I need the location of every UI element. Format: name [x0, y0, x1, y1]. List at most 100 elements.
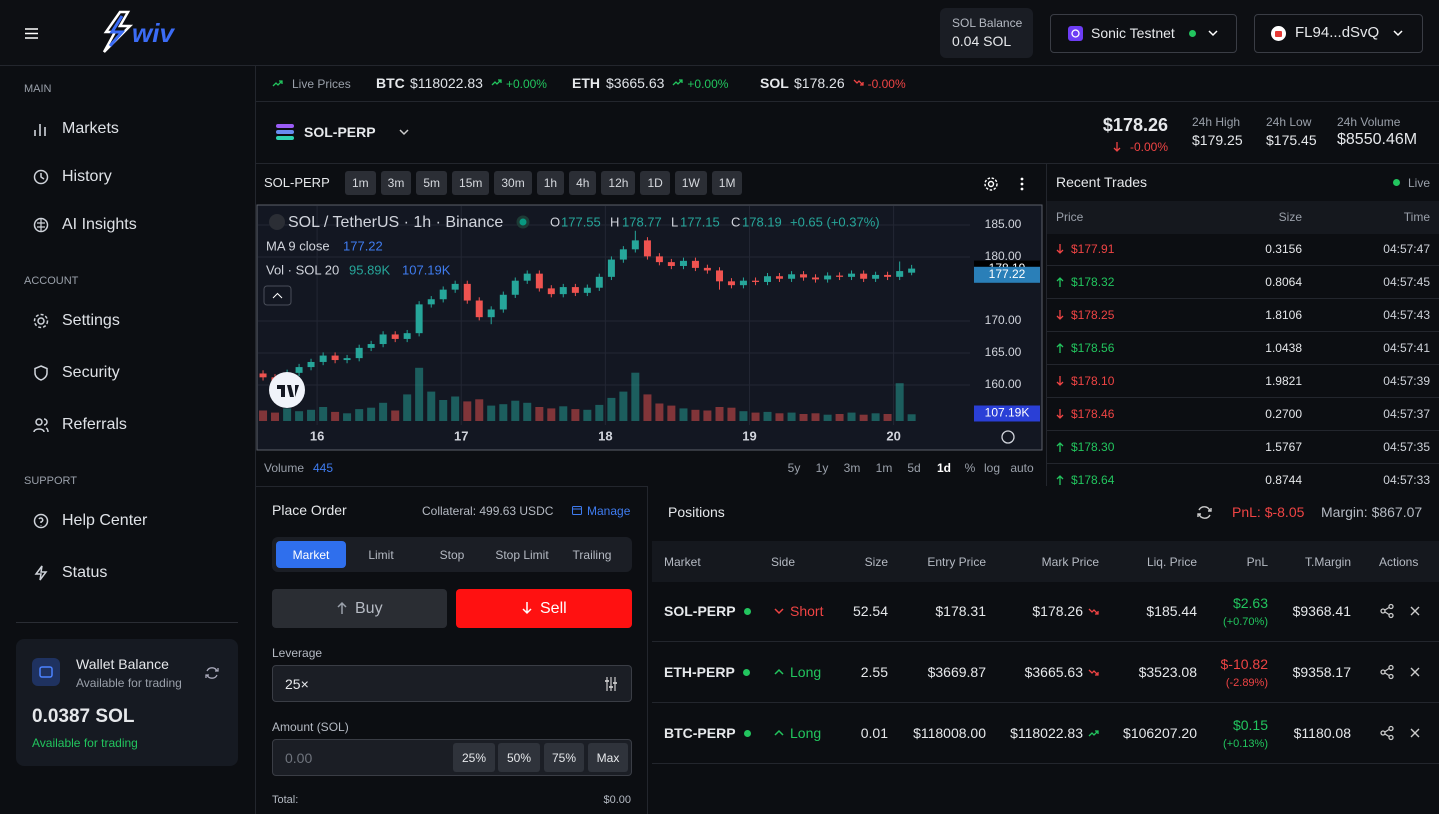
- position-share[interactable]: [1380, 603, 1394, 619]
- position-liq: $106207.20: [1123, 725, 1197, 741]
- order-tab[interactable]: Trailing: [572, 548, 612, 562]
- sell-button[interactable]: [456, 589, 632, 628]
- interval-button[interactable]: 4h: [569, 171, 597, 195]
- interval-label[interactable]: 30m: [501, 176, 525, 190]
- interval-button[interactable]: 1m: [345, 171, 376, 195]
- position-close[interactable]: [1410, 728, 1420, 738]
- quick-amount-button[interactable]: [498, 743, 540, 772]
- range-button[interactable]: 5y: [787, 461, 801, 475]
- position-share[interactable]: [1380, 725, 1394, 741]
- position-close[interactable]: [1410, 667, 1420, 677]
- quick-amount-label[interactable]: 50%: [506, 751, 532, 765]
- order-tab-active[interactable]: [276, 541, 346, 568]
- quick-amount-button[interactable]: [588, 743, 628, 772]
- position-share[interactable]: [1380, 664, 1394, 680]
- candle-body: [619, 249, 627, 260]
- range-button[interactable]: 1y: [815, 461, 829, 475]
- sidebar-item-label[interactable]: Referrals: [62, 416, 127, 433]
- quick-amount-button[interactable]: [453, 743, 495, 772]
- interval-button[interactable]: 15m: [452, 171, 490, 195]
- sidebar-item-label[interactable]: Help Center: [62, 512, 148, 529]
- interval-label[interactable]: 1W: [681, 176, 700, 190]
- price-chart: 160.00 165.00 170.00 180.00 185.00 16 17 18 19 20…: [256, 204, 1043, 451]
- icon-part: [32, 658, 60, 686]
- order-tab[interactable]: Stop Limit: [495, 548, 549, 562]
- stat-label: 24h Low: [1266, 115, 1312, 129]
- icon-part: [853, 79, 864, 86]
- order-tab[interactable]: Limit: [368, 548, 394, 562]
- sidebar-item[interactable]: [16, 157, 238, 197]
- quick-amount-button[interactable]: [544, 743, 584, 772]
- interval-button[interactable]: 1D: [640, 171, 670, 195]
- interval-button[interactable]: 1W: [674, 171, 707, 195]
- interval-button[interactable]: 1h: [536, 171, 565, 195]
- trades-row-divider: [1047, 463, 1439, 464]
- wallet-refresh[interactable]: [205, 666, 219, 680]
- quick-amount-label[interactable]: 25%: [461, 751, 487, 765]
- sidebar-item[interactable]: [16, 405, 238, 445]
- positions-refresh[interactable]: [1197, 505, 1212, 520]
- quick-amount-label[interactable]: Max: [596, 751, 620, 765]
- range-button[interactable]: 3m: [843, 461, 861, 475]
- candle-body: [307, 361, 315, 368]
- interval-label[interactable]: 3m: [387, 176, 405, 190]
- interval-button[interactable]: 12h: [601, 171, 636, 195]
- sidebar-item-label[interactable]: AI Insights: [62, 216, 137, 233]
- interval-label[interactable]: 1D: [647, 176, 663, 190]
- interval-label[interactable]: 4h: [576, 176, 590, 190]
- volume-bar: [343, 413, 352, 421]
- order-manage[interactable]: Manage: [587, 504, 631, 518]
- volume-bar: [775, 413, 784, 421]
- position-close[interactable]: [1410, 606, 1420, 616]
- buy-label[interactable]: Buy: [355, 600, 383, 617]
- manage-icon[interactable]: [572, 506, 582, 515]
- order-tab[interactable]: Market: [292, 548, 330, 562]
- sidebar-item-label[interactable]: Settings: [62, 312, 120, 329]
- volume-bar: [535, 407, 544, 421]
- candle-body: [788, 274, 796, 279]
- interval-label[interactable]: 1h: [543, 176, 558, 190]
- wallet-button[interactable]: [1254, 14, 1423, 53]
- sidebar-item-label[interactable]: Status: [62, 564, 108, 581]
- chart-more[interactable]: [1020, 177, 1024, 191]
- icon-part: [38, 517, 44, 526]
- sidebar-item[interactable]: [16, 353, 238, 393]
- sidebar-item-label[interactable]: Markets: [62, 120, 119, 137]
- volume-bar: [907, 414, 916, 421]
- quick-amount-label[interactable]: 75%: [551, 751, 577, 765]
- market-symbol[interactable]: SOL-PERP: [304, 124, 376, 140]
- range-button[interactable]: %: [964, 461, 976, 475]
- sidebar-item[interactable]: [16, 301, 238, 341]
- sell-label[interactable]: Sell: [540, 600, 567, 617]
- interval-button[interactable]: 1M: [711, 171, 743, 195]
- range-button[interactable]: auto: [1010, 461, 1034, 475]
- network-button[interactable]: [1050, 14, 1237, 53]
- sidebar-item-label[interactable]: Security: [62, 364, 120, 381]
- icon-part: [1208, 30, 1218, 37]
- range-button[interactable]: log: [983, 461, 1000, 475]
- sidebar-item-label[interactable]: History: [62, 168, 112, 185]
- interval-button[interactable]: 3m: [380, 171, 412, 195]
- interval-button[interactable]: 5m: [416, 171, 448, 195]
- volume-bar: [583, 409, 592, 421]
- logo-text: wiv: [132, 18, 174, 48]
- buy-button[interactable]: [272, 589, 447, 628]
- menu-button[interactable]: [25, 28, 38, 39]
- market-header: [256, 102, 1439, 164]
- range-button[interactable]: 1m: [875, 461, 893, 475]
- interval-label[interactable]: 1M: [718, 176, 736, 190]
- range-button[interactable]: 1d: [936, 461, 951, 475]
- chart-settings[interactable]: [984, 177, 998, 191]
- interval-button[interactable]: 30m: [494, 171, 532, 195]
- sidebar-item[interactable]: [16, 109, 238, 149]
- volume-bar: [571, 409, 580, 421]
- range-button[interactable]: 5d: [907, 461, 921, 475]
- interval-label[interactable]: 12h: [608, 176, 629, 190]
- leverage-input[interactable]: [272, 665, 632, 702]
- interval-label[interactable]: 1m: [352, 176, 369, 190]
- market-chevron[interactable]: [399, 129, 409, 136]
- interval-label[interactable]: 5m: [423, 176, 441, 190]
- order-tab[interactable]: Stop: [439, 548, 465, 562]
- interval-label[interactable]: 15m: [459, 176, 483, 190]
- volume-bar: [895, 383, 904, 421]
